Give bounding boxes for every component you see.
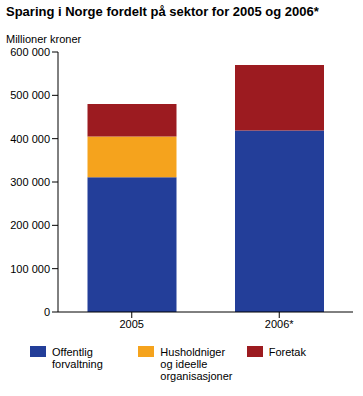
svg-text:300 000: 300 000 [10,176,50,188]
svg-text:2005: 2005 [120,318,144,330]
html-text:Sparing i Norge fordelt på sek: Sparing i Norge fordelt på sektor for 20… [6,4,319,19]
svg-text:2006*: 2006* [265,318,294,330]
html-text:Foretak: Foretak [268,346,306,358]
html-text:Husholdniger og ideelle organi: Husholdniger og ideelle organisasjoner [160,346,233,382]
svg-text:600 000: 600 000 [10,46,50,58]
svg-text:400 000: 400 000 [10,133,50,145]
svg-text:100 000: 100 000 [10,263,50,275]
svg-text:500 000: 500 000 [10,89,50,101]
svg-text:0: 0 [44,306,50,318]
html-text:Offentlig forvaltning: Offentlig forvaltning [52,346,103,370]
svg-text:200 000: 200 000 [10,219,50,231]
html-text:Millioner kroner: Millioner kroner [6,33,82,45]
